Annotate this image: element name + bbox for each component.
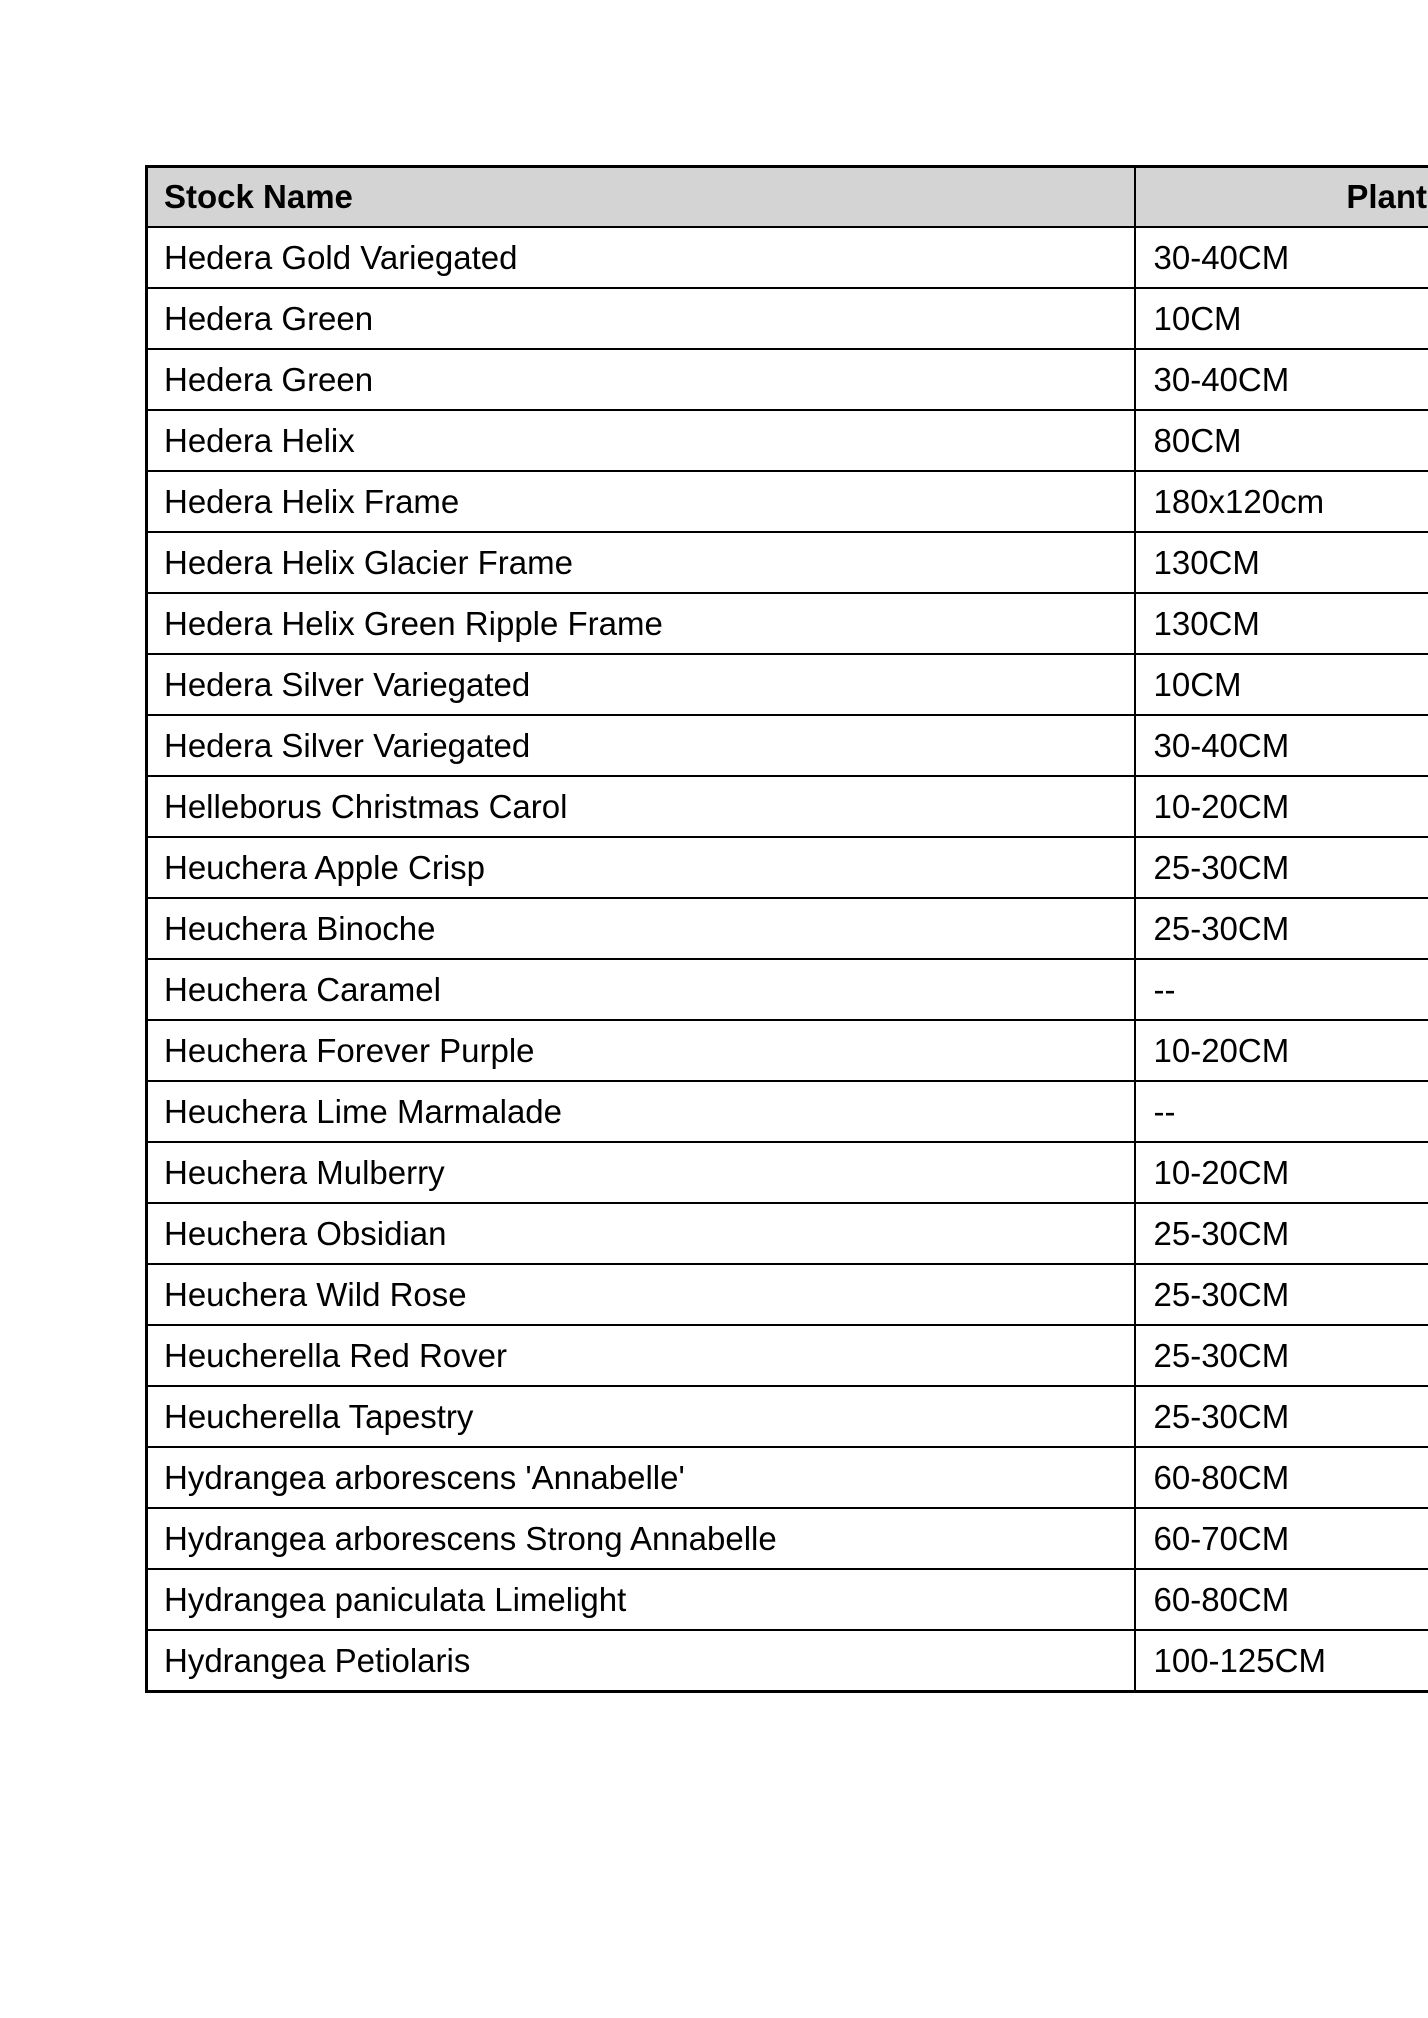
stock-name-cell: Hedera Helix: [145, 409, 1136, 472]
plant-size-cell: 60-70CM: [1133, 1507, 1428, 1570]
stock-name-cell: Hydrangea arborescens 'Annabelle': [145, 1446, 1136, 1509]
table-row: Hedera Gold Variegated 30-40CM: [145, 226, 1428, 289]
stock-name-cell: Heuchera Lime Marmalade: [145, 1080, 1136, 1143]
stock-table: Stock Name Plant Hedera Gold Variegated …: [145, 165, 1428, 1693]
stock-name-cell: Heuchera Forever Purple: [145, 1019, 1136, 1082]
table-row: Heuchera Obsidian 25-30CM: [145, 1202, 1428, 1265]
plant-size-cell: 25-30CM: [1133, 1263, 1428, 1326]
stock-name-cell: Heuchera Caramel: [145, 958, 1136, 1021]
stock-name-cell: Hedera Silver Variegated: [145, 714, 1136, 777]
stock-name-cell: Hydrangea arborescens Strong Annabelle: [145, 1507, 1136, 1570]
table-row: Heucherella Tapestry 25-30CM: [145, 1385, 1428, 1448]
stock-name-cell: Heuchera Obsidian: [145, 1202, 1136, 1265]
plant-size-cell: 25-30CM: [1133, 897, 1428, 960]
table-row: Heuchera Apple Crisp 25-30CM: [145, 836, 1428, 899]
plant-size-cell: --: [1133, 1080, 1428, 1143]
table-row: Hydrangea paniculata Limelight 60-80CM: [145, 1568, 1428, 1631]
plant-size-cell: 130CM: [1133, 531, 1428, 594]
plant-size-cell: 30-40CM: [1133, 226, 1428, 289]
stock-name-cell: Hedera Helix Green Ripple Frame: [145, 592, 1136, 655]
plant-size-cell: 30-40CM: [1133, 714, 1428, 777]
plant-size-cell: 25-30CM: [1133, 836, 1428, 899]
table-row: Hedera Green 10CM: [145, 287, 1428, 350]
stock-name-cell: Hedera Green: [145, 287, 1136, 350]
plant-size-cell: 30-40CM: [1133, 348, 1428, 411]
table-row: Heuchera Binoche 25-30CM: [145, 897, 1428, 960]
plant-size-cell: --: [1133, 958, 1428, 1021]
table-row: Hydrangea Petiolaris 100-125CM: [145, 1629, 1428, 1693]
column-header-stock-name: Stock Name: [145, 165, 1136, 228]
column-header-plant: Plant: [1133, 165, 1428, 228]
plant-size-cell: 60-80CM: [1133, 1446, 1428, 1509]
stock-name-cell: Hydrangea paniculata Limelight: [145, 1568, 1136, 1631]
table-row: Heuchera Mulberry 10-20CM: [145, 1141, 1428, 1204]
table-row: Hedera Helix Glacier Frame 130CM: [145, 531, 1428, 594]
plant-size-cell: 10-20CM: [1133, 775, 1428, 838]
stock-name-cell: Helleborus Christmas Carol: [145, 775, 1136, 838]
table-row: Hedera Silver Variegated 10CM: [145, 653, 1428, 716]
plant-size-cell: 10-20CM: [1133, 1141, 1428, 1204]
table-row: Hedera Silver Variegated 30-40CM: [145, 714, 1428, 777]
stock-name-cell: Heucherella Red Rover: [145, 1324, 1136, 1387]
plant-size-cell: 100-125CM: [1133, 1629, 1428, 1693]
plant-size-cell: 10CM: [1133, 287, 1428, 350]
stock-name-cell: Hedera Helix Glacier Frame: [145, 531, 1136, 594]
table-row: Hydrangea arborescens 'Annabelle' 60-80C…: [145, 1446, 1428, 1509]
plant-size-cell: 10-20CM: [1133, 1019, 1428, 1082]
stock-name-cell: Heuchera Wild Rose: [145, 1263, 1136, 1326]
table-row: Hedera Green 30-40CM: [145, 348, 1428, 411]
plant-size-cell: 130CM: [1133, 592, 1428, 655]
plant-size-cell: 180x120cm: [1133, 470, 1428, 533]
plant-size-cell: 10CM: [1133, 653, 1428, 716]
stock-table-body: Hedera Gold Variegated 30-40CM Hedera Gr…: [145, 226, 1428, 1693]
table-row: Hedera Helix Frame 180x120cm: [145, 470, 1428, 533]
table-row: Hedera Helix Green Ripple Frame 130CM: [145, 592, 1428, 655]
plant-size-cell: 25-30CM: [1133, 1324, 1428, 1387]
stock-name-cell: Heuchera Mulberry: [145, 1141, 1136, 1204]
plant-size-cell: 60-80CM: [1133, 1568, 1428, 1631]
stock-name-cell: Hydrangea Petiolaris: [145, 1629, 1136, 1693]
stock-name-cell: Heuchera Binoche: [145, 897, 1136, 960]
stock-name-cell: Heucherella Tapestry: [145, 1385, 1136, 1448]
stock-name-cell: Hedera Green: [145, 348, 1136, 411]
stock-name-cell: Hedera Helix Frame: [145, 470, 1136, 533]
header-row: Stock Name Plant: [145, 165, 1428, 228]
table-row: Hedera Helix 80CM: [145, 409, 1428, 472]
table-row: Heuchera Wild Rose 25-30CM: [145, 1263, 1428, 1326]
stock-name-cell: Heuchera Apple Crisp: [145, 836, 1136, 899]
table-row: Helleborus Christmas Carol 10-20CM: [145, 775, 1428, 838]
table-row: Heuchera Forever Purple 10-20CM: [145, 1019, 1428, 1082]
table-row: Heuchera Lime Marmalade --: [145, 1080, 1428, 1143]
plant-size-cell: 80CM: [1133, 409, 1428, 472]
plant-size-cell: 25-30CM: [1133, 1202, 1428, 1265]
table-row: Hydrangea arborescens Strong Annabelle 6…: [145, 1507, 1428, 1570]
table-row: Heuchera Caramel --: [145, 958, 1428, 1021]
table-row: Heucherella Red Rover 25-30CM: [145, 1324, 1428, 1387]
stock-name-cell: Hedera Silver Variegated: [145, 653, 1136, 716]
stock-name-cell: Hedera Gold Variegated: [145, 226, 1136, 289]
plant-size-cell: 25-30CM: [1133, 1385, 1428, 1448]
